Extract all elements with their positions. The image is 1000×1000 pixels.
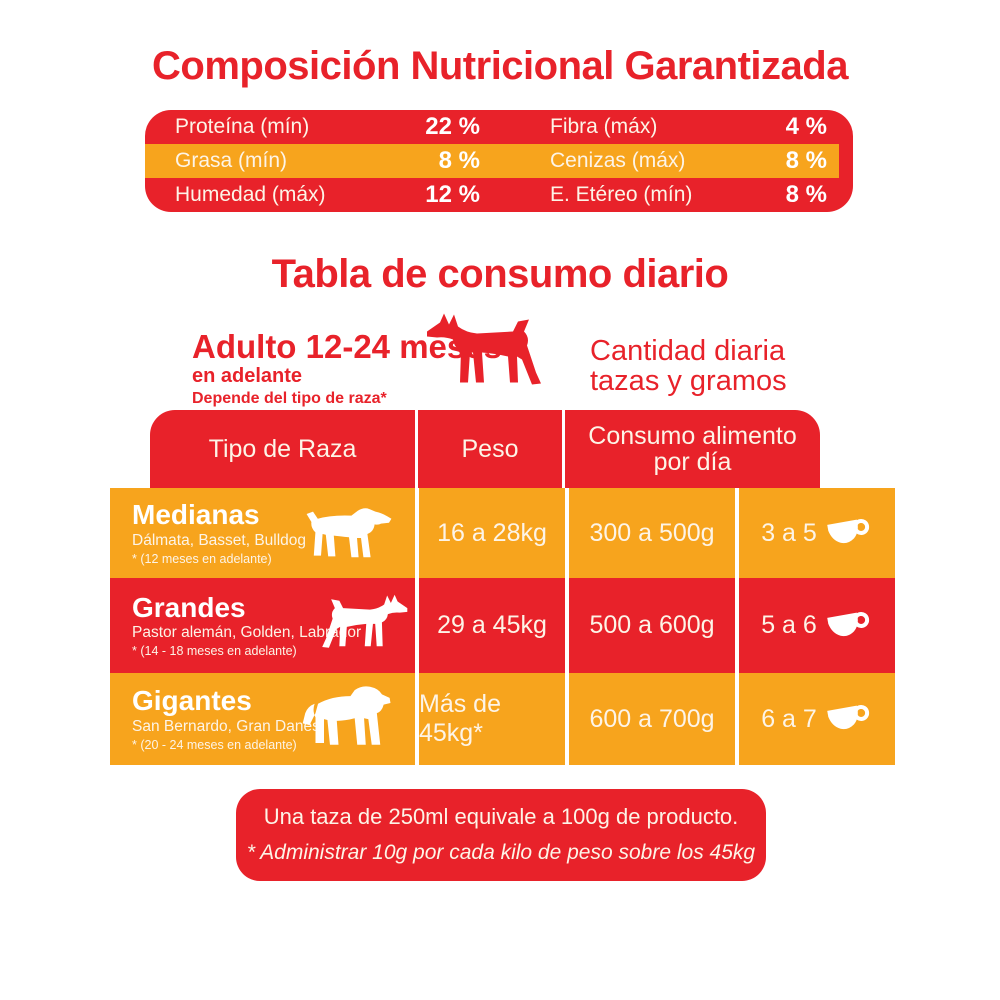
header-weight: Peso (415, 410, 565, 488)
weight-value: 29 a 45kg (419, 578, 565, 673)
measuring-cup-icon (826, 702, 872, 734)
nutrition-table: Proteína (mín) 22 % Fibra (máx) 4 % Gras… (145, 110, 853, 212)
header-breed-type: Tipo de Raza (208, 434, 357, 463)
breed-examples: Dálmata, Basset, Bulldog (132, 531, 307, 549)
breed-examples: Pastor alemán, Golden, Labrador (132, 624, 362, 642)
consumption-table-header: Tipo de Raza Peso Consumo alimento por d… (150, 410, 820, 488)
breed-cell: Gigantes San Bernardo, Gran Danés * (20 … (110, 673, 415, 765)
doberman-dog-icon (322, 594, 408, 648)
nutrition-row-highlighted: Grasa (mín) 8 % Cenizas (máx) 8 % (145, 144, 853, 178)
table-row-medianas: Medianas Dálmata, Basset, Bulldog * (12 … (110, 488, 895, 578)
weight-value: 16 a 28kg (419, 488, 565, 578)
breed-note: * (20 - 24 meses en adelante) (132, 737, 297, 752)
age-group-note: Depende del tipo de raza* (192, 389, 387, 407)
cups-value: 5 a 6 (761, 611, 817, 639)
breed-name: Grandes (132, 591, 246, 623)
cups-cell: 5 a 6 (739, 578, 895, 673)
nutrient-label: Fibra (máx) (550, 115, 658, 138)
footer-note-box: Una taza de 250ml equivale a 100g de pro… (236, 789, 766, 881)
nutrition-row: Proteína (mín) 22 % Fibra (máx) 4 % (145, 110, 853, 144)
food-value: 300 a 500g (569, 488, 735, 578)
nutrient-label: Proteína (mín) (175, 115, 310, 138)
consumption-title: Tabla de consumo diario (271, 252, 729, 296)
weight-value: Más de 45kg* (419, 673, 565, 765)
table-row-grandes: Grandes Pastor alemán, Golden, Labrador … (110, 578, 895, 673)
nutrient-label: Humedad (máx) (175, 183, 326, 206)
food-value: 600 a 700g (569, 673, 735, 765)
quantity-heading: Cantidad diaria tazas y gramos (590, 336, 787, 396)
breed-cell: Grandes Pastor alemán, Golden, Labrador … (110, 578, 415, 673)
administration-note: * Administrar 10g por cada kilo de peso … (246, 841, 756, 864)
cup-equivalence-note: Una taza de 250ml equivale a 100g de pro… (263, 804, 739, 829)
measuring-cup-icon (826, 516, 872, 548)
breed-name: Gigantes (132, 685, 252, 717)
breed-cell: Medianas Dálmata, Basset, Bulldog * (12 … (110, 488, 415, 578)
table-row-gigantes: Gigantes San Bernardo, Gran Danés * (20 … (110, 673, 895, 765)
nutrient-label: Cenizas (máx) (550, 149, 686, 172)
nutrient-label: E. Etéreo (mín) (550, 183, 693, 206)
quantity-heading-line1: Cantidad diaria (590, 335, 786, 367)
nutrient-value: 22 % (425, 113, 480, 140)
nutrient-value: 8 % (438, 147, 480, 174)
consumption-table-rows: Medianas Dálmata, Basset, Bulldog * (12 … (110, 488, 895, 765)
quantity-heading-line2: tazas y gramos (590, 365, 787, 398)
saint-bernard-dog-icon (302, 686, 391, 745)
breed-note: * (14 - 18 meses en adelante) (132, 644, 297, 659)
nutrition-title: Composición Nutricional Garantizada (152, 44, 848, 88)
food-value: 500 a 600g (569, 578, 735, 673)
breed-note: * (12 meses en adelante) (132, 551, 272, 566)
nutrient-label: Grasa (mín) (175, 149, 288, 172)
nutrition-row: Humedad (máx) 12 % E. Etéreo (mín) 8 % (145, 178, 853, 212)
cups-cell: 3 a 5 (739, 488, 895, 578)
measuring-cup-icon (826, 608, 872, 641)
cups-value: 6 a 7 (761, 704, 817, 733)
breed-name: Medianas (132, 499, 260, 531)
cups-cell: 6 a 7 (739, 673, 895, 765)
nutrient-value: 8 % (785, 147, 827, 174)
cups-value: 3 a 5 (761, 518, 817, 547)
spaniel-dog-icon (306, 508, 392, 558)
nutrient-value: 12 % (425, 181, 480, 208)
breed-examples: San Bernardo, Gran Danés (132, 717, 320, 735)
nutrient-value: 8 % (785, 181, 827, 208)
nutrient-value: 4 % (785, 113, 827, 140)
doberman-dog-icon (427, 313, 541, 385)
age-group-subtitle: en adelante (192, 364, 303, 387)
header-food-per-day: Consumo alimento por día (588, 421, 797, 476)
